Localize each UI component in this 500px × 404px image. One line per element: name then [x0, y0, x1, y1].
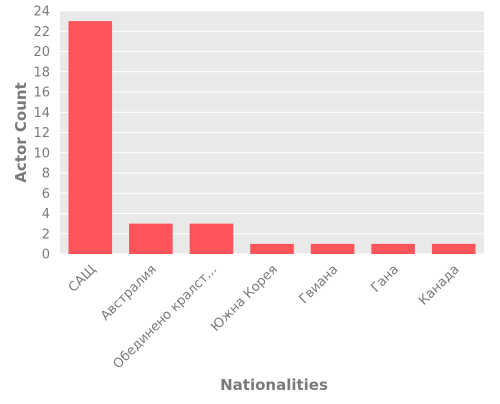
- y-tick-label: 18: [33, 65, 50, 80]
- bar: [129, 223, 173, 254]
- bar: [431, 243, 476, 254]
- y-tick-label: 6: [42, 187, 50, 202]
- bar: [68, 21, 113, 254]
- x-tick-label: Гвиана: [297, 262, 342, 307]
- bar: [371, 243, 415, 254]
- y-tick-label: 12: [33, 126, 50, 141]
- y-tick-label: 24: [33, 5, 50, 20]
- x-tick-label: Австралия: [98, 262, 160, 324]
- y-tick-label: 14: [33, 106, 50, 121]
- bar: [250, 243, 294, 254]
- y-tick-label: 16: [33, 86, 50, 101]
- x-tick-label: САЩ: [66, 262, 99, 295]
- y-tick-label: 8: [42, 167, 50, 182]
- bars: [68, 21, 476, 254]
- y-axis-title: Actor Count: [12, 82, 30, 182]
- x-tick-label: Обединено кралст...: [110, 262, 220, 372]
- y-tick-label: 0: [42, 248, 50, 263]
- x-axis-title: Nationalities: [220, 376, 328, 394]
- y-tick-label: 4: [42, 207, 50, 222]
- bar: [189, 223, 234, 254]
- y-tick-label: 10: [33, 146, 50, 161]
- y-tick-label: 22: [33, 25, 50, 40]
- bar: [310, 243, 355, 254]
- y-tick-label: 2: [42, 227, 50, 242]
- gridlines: [60, 10, 484, 255]
- x-tick-label: Канада: [416, 262, 462, 308]
- x-tick-label: Гана: [368, 262, 401, 295]
- y-tick-label: 20: [33, 45, 50, 60]
